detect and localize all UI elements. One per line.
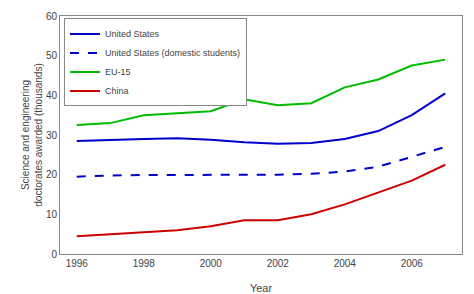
svg-text:2006: 2006 (401, 258, 424, 269)
svg-text:20: 20 (46, 169, 58, 180)
svg-text:United States (domestic studen: United States (domestic students) (105, 48, 240, 58)
svg-text:EU-15: EU-15 (105, 67, 131, 77)
svg-text:10: 10 (46, 209, 58, 220)
svg-text:40: 40 (46, 90, 58, 101)
svg-text:60: 60 (46, 11, 58, 22)
svg-text:1996: 1996 (66, 258, 89, 269)
svg-text:China: China (105, 86, 129, 96)
svg-text:Year: Year (250, 282, 273, 294)
svg-text:0: 0 (51, 249, 57, 260)
svg-text:50: 50 (46, 50, 58, 61)
svg-text:30: 30 (46, 130, 58, 141)
svg-text:Science and engineeringdoctora: Science and engineeringdoctorates awarde… (20, 63, 44, 206)
svg-text:2000: 2000 (200, 258, 223, 269)
svg-text:1998: 1998 (133, 258, 156, 269)
svg-text:2002: 2002 (267, 258, 290, 269)
svg-text:United States: United States (105, 29, 160, 39)
svg-text:2004: 2004 (334, 258, 357, 269)
